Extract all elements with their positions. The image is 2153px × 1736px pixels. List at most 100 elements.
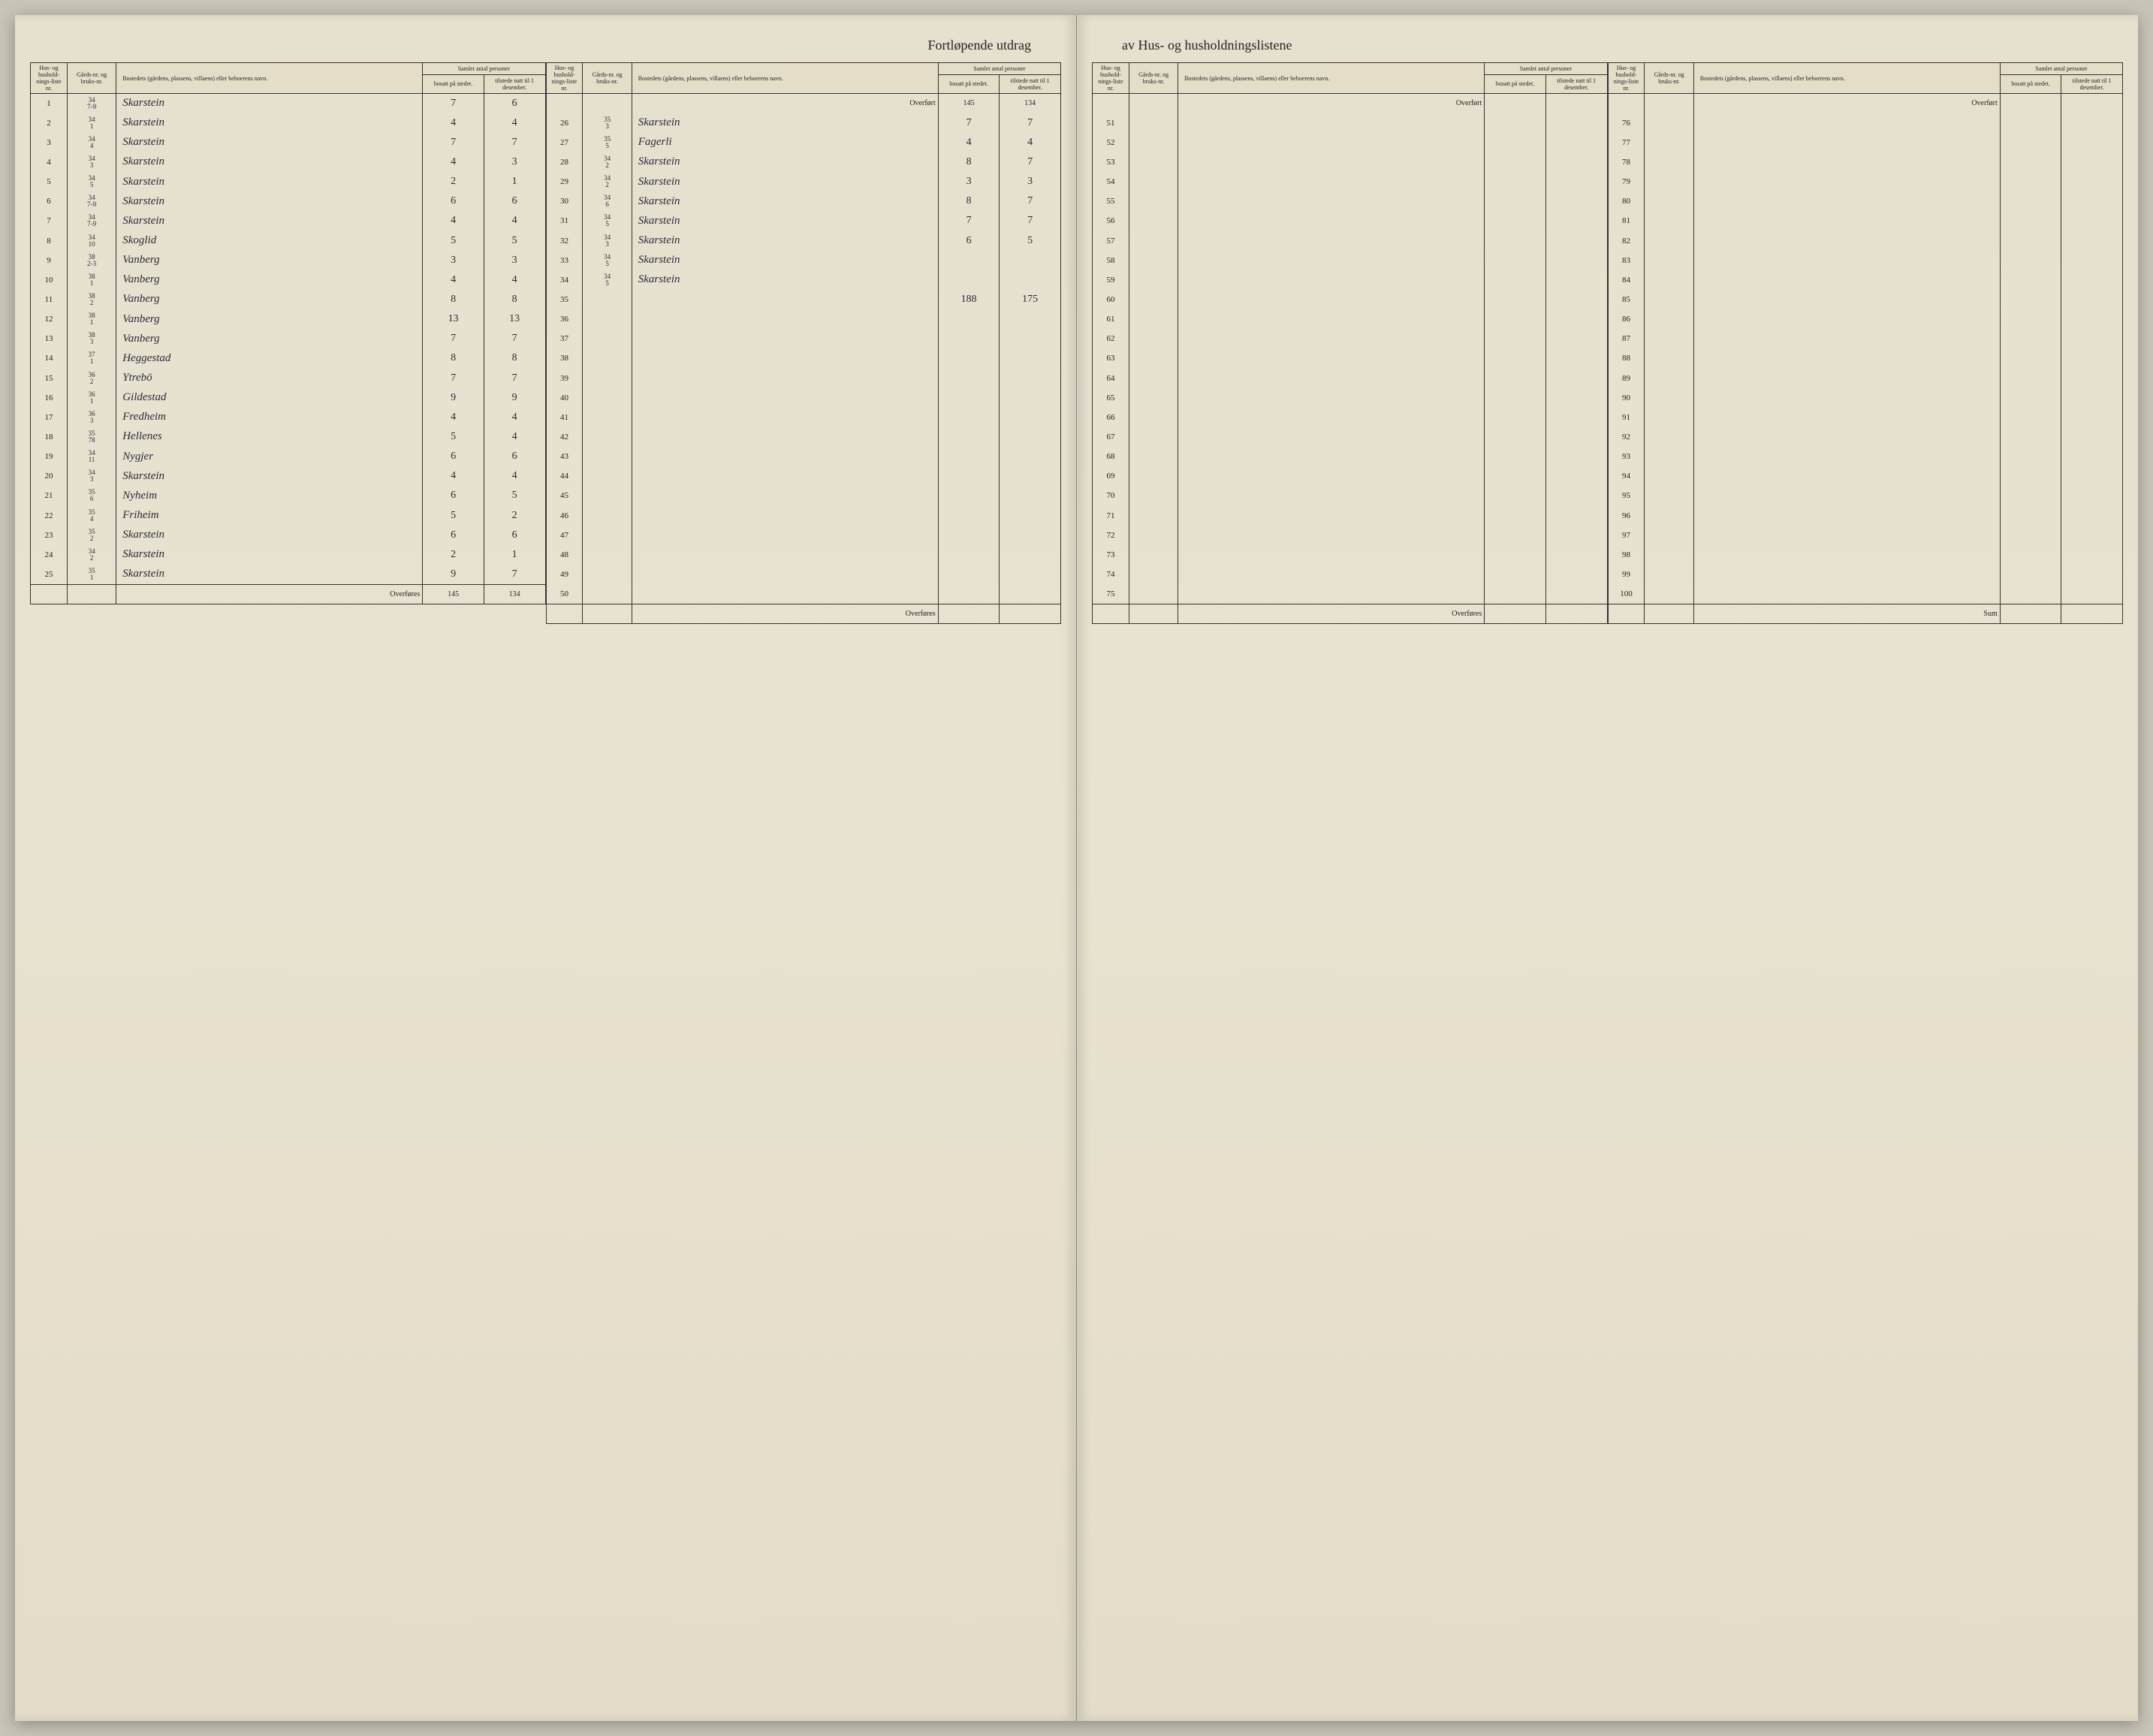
cell-bosatt: 4 xyxy=(423,152,484,172)
table-row: 53 xyxy=(1093,152,1608,172)
table-row: 70 xyxy=(1093,486,1608,505)
cell-liste-nr: 89 xyxy=(1608,368,1645,387)
cell-bosatt xyxy=(1485,113,1546,133)
cell-bosted-name xyxy=(1178,565,1485,584)
cell-bosatt: 6 xyxy=(423,526,484,545)
cell-bosted-name: Friheim xyxy=(116,505,423,525)
cell-liste-nr: 36 xyxy=(546,309,583,329)
table-row: 71 xyxy=(1093,505,1608,525)
cell-tilstede xyxy=(1000,466,1061,486)
cell-tilstede xyxy=(1545,348,1607,368)
header-samlet: Samlet antal personer xyxy=(1485,63,1607,75)
table-row: 25351Skarstein97 xyxy=(31,565,546,584)
table-row: 78 xyxy=(1608,152,2123,172)
cell-blank xyxy=(546,604,583,623)
table-row: 11382Vanberg88 xyxy=(31,290,546,309)
cell-bosatt: 7 xyxy=(938,113,1000,133)
table-row: 60 xyxy=(1093,290,1608,309)
cell-liste-nr: 88 xyxy=(1608,348,1645,368)
cell-liste-nr: 68 xyxy=(1093,447,1129,466)
cell-gard-nr xyxy=(1129,309,1178,329)
cell-liste-nr: 100 xyxy=(1608,584,1645,604)
cell-tilstede xyxy=(2061,466,2123,486)
cell-liste-nr: 35 xyxy=(546,290,583,309)
cell-gard-nr xyxy=(583,427,632,447)
gard-bot: 2 xyxy=(585,162,629,169)
overfort-bosatt: 145 xyxy=(938,94,1000,113)
gard-bot: 3 xyxy=(585,241,629,248)
cell-bosted-name: Nyheim xyxy=(116,486,423,505)
cell-liste-nr: 19 xyxy=(31,447,68,466)
table-row: 97 xyxy=(1608,526,2123,545)
cell-bosted-name: Vanberg xyxy=(116,329,423,348)
cell-bosatt xyxy=(938,368,1000,387)
table-row: 84 xyxy=(1608,270,2123,290)
table-row: 40 xyxy=(546,388,1061,408)
overfores-tilstede xyxy=(2061,604,2123,623)
table-row: 31345Skarstein77 xyxy=(546,211,1061,231)
table-row: 22354Friheim52 xyxy=(31,505,546,525)
cell-liste-nr: 91 xyxy=(1608,408,1645,427)
gard-bot: 1 xyxy=(70,398,113,405)
cell-bosatt: 9 xyxy=(423,388,484,408)
cell-bosatt: 4 xyxy=(423,270,484,290)
cell-bosted-name: Vanberg xyxy=(116,309,423,329)
table-row: 46 xyxy=(546,505,1061,525)
cell-tilstede xyxy=(1545,427,1607,447)
cell-bosted-name: Skarstein xyxy=(632,152,938,172)
cell-bosatt: 6 xyxy=(938,231,1000,250)
cell-liste-nr: 96 xyxy=(1608,505,1645,525)
table-row: 54 xyxy=(1093,172,1608,191)
cell-bosted-name xyxy=(1178,526,1485,545)
cell-tilstede xyxy=(1545,526,1607,545)
gard-bot: 2-3 xyxy=(70,261,113,267)
cell-liste-nr: 57 xyxy=(1093,231,1129,250)
cell-gard-nr: 343 xyxy=(583,231,632,250)
cell-blank xyxy=(67,584,116,604)
cell-liste-nr: 72 xyxy=(1093,526,1129,545)
cell-bosatt xyxy=(938,270,1000,290)
table-row: 51 xyxy=(1093,113,1608,133)
cell-tilstede xyxy=(2061,505,2123,525)
cell-gard-nr xyxy=(1645,211,1693,231)
cell-bosatt xyxy=(2000,505,2061,525)
table-row: 33345Skarstein xyxy=(546,251,1061,270)
cell-gard-nr: 344 xyxy=(67,133,116,152)
cell-bosatt: 6 xyxy=(423,191,484,211)
cell-bosted-name xyxy=(1693,152,2000,172)
cell-tilstede: 4 xyxy=(484,427,545,447)
table-row: 1347-9Skarstein76 xyxy=(31,94,546,113)
cell-bosatt xyxy=(938,408,1000,427)
cell-gard-nr xyxy=(583,505,632,525)
cell-liste-nr: 8 xyxy=(31,231,68,250)
table-row: 80 xyxy=(1608,191,2123,211)
cell-tilstede: 6 xyxy=(484,191,545,211)
table-row: 72 xyxy=(1093,526,1608,545)
cell-bosted-name xyxy=(1693,388,2000,408)
table-row: 86 xyxy=(1608,309,2123,329)
cell-tilstede xyxy=(1545,251,1607,270)
cell-bosatt: 188 xyxy=(938,290,1000,309)
overfores-row: Overføres145134 xyxy=(31,584,546,604)
cell-gard-nr: 362 xyxy=(67,368,116,387)
table-row: 83 xyxy=(1608,251,2123,270)
cell-liste-nr: 82 xyxy=(1608,231,1645,250)
cell-blank xyxy=(1093,604,1129,623)
cell-bosted-name xyxy=(1693,466,2000,486)
cell-gard-nr: 351 xyxy=(67,565,116,584)
cell-gard-nr xyxy=(1129,388,1178,408)
cell-bosted-name xyxy=(1178,211,1485,231)
cell-bosatt: 4 xyxy=(938,133,1000,152)
cell-bosted-name xyxy=(632,505,938,525)
cell-gard-nr xyxy=(1645,290,1693,309)
header-bosted: Bostedets (gårdens, plassens, villaens) … xyxy=(1693,63,2000,94)
table-header: Hus- og hushold-nings-liste nr. Gårds-nr… xyxy=(31,63,546,94)
cell-liste-nr: 20 xyxy=(31,466,68,486)
cell-liste-nr: 71 xyxy=(1093,505,1129,525)
cell-liste-nr: 18 xyxy=(31,427,68,447)
gard-bot: 5 xyxy=(585,280,629,287)
cell-liste-nr: 97 xyxy=(1608,526,1645,545)
cell-gard-nr xyxy=(583,368,632,387)
overfores-label: Overføres xyxy=(632,604,938,623)
cell-tilstede xyxy=(2061,270,2123,290)
